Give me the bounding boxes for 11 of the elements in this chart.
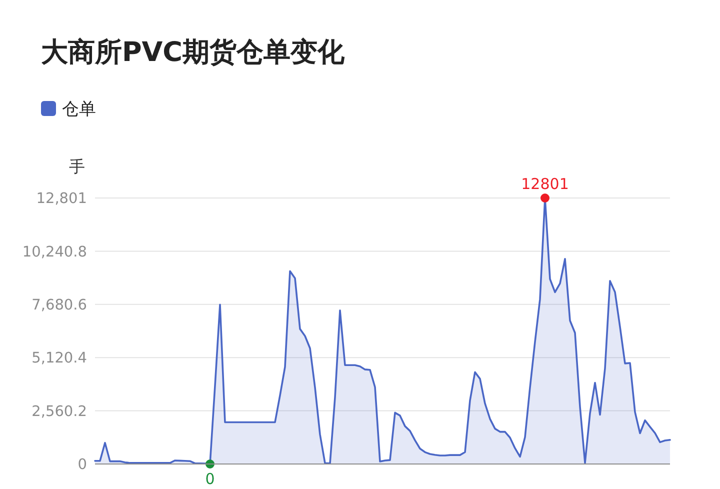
data-label: 12801: [521, 175, 569, 193]
y-tick-label: 10,240.8: [22, 244, 87, 260]
y-tick-label: 5,120.4: [32, 350, 87, 367]
y-axis-title: 手: [69, 157, 85, 176]
y-tick-label: 12,801: [36, 191, 87, 208]
y-tick-label: 7,680.6: [32, 297, 87, 314]
data-label: 0: [205, 470, 215, 488]
chart-title: 大商所PVC期货仓单变化: [41, 37, 346, 68]
legend-label: 仓单: [62, 100, 96, 120]
y-tick-label: 2,560.2: [32, 404, 87, 420]
y-tick-label: 0: [78, 457, 87, 474]
